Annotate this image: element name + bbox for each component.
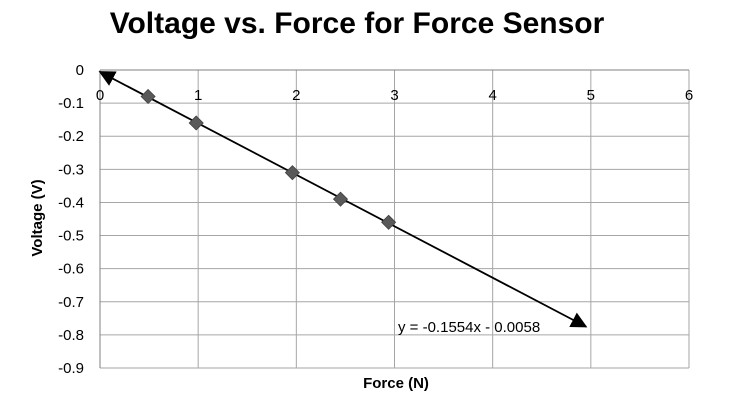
grid bbox=[99, 69, 690, 369]
y-tick-label: -0.7 bbox=[58, 294, 84, 311]
x-axis-label: Force (N) bbox=[363, 375, 429, 392]
y-tick-label: -0.2 bbox=[58, 128, 84, 145]
x-tick-label: 0 bbox=[96, 87, 104, 104]
chart-title: Voltage vs. Force for Force Sensor bbox=[110, 7, 605, 40]
data-point bbox=[140, 88, 156, 105]
x-tick-label: 6 bbox=[685, 87, 693, 104]
data-point bbox=[332, 191, 349, 207]
x-tick-label: 5 bbox=[587, 87, 595, 104]
y-axis-label: Voltage (V) bbox=[29, 179, 46, 256]
y-tick-label: -0.4 bbox=[58, 194, 84, 211]
y-tick-label: -0.9 bbox=[58, 360, 84, 377]
x-axis-ticks: 0 1 2 3 4 5 6 bbox=[96, 87, 693, 104]
y-tick-label: -0.1 bbox=[58, 95, 84, 112]
trendline-equation: y = -0.1554x - 0.0058 bbox=[398, 319, 540, 336]
data-points bbox=[140, 88, 397, 230]
y-axis-ticks: 0 -0.1 -0.2 -0.3 -0.4 -0.5 -0.6 -0.7 -0.8 -0.9 bbox=[58, 62, 84, 377]
y-tick-label: -0.8 bbox=[58, 327, 84, 344]
y-tick-label: -0.6 bbox=[58, 261, 84, 278]
x-tick-label: 2 bbox=[292, 87, 300, 104]
x-tick-label: 1 bbox=[194, 87, 202, 104]
x-tick-label: 4 bbox=[488, 87, 496, 104]
y-tick-label: 0 bbox=[76, 62, 84, 79]
data-point bbox=[284, 165, 300, 181]
data-point bbox=[188, 115, 204, 131]
y-tick-label: -0.5 bbox=[58, 228, 84, 245]
y-tick-label: -0.3 bbox=[58, 161, 84, 178]
x-tick-label: 3 bbox=[390, 87, 398, 104]
data-point bbox=[381, 214, 397, 230]
